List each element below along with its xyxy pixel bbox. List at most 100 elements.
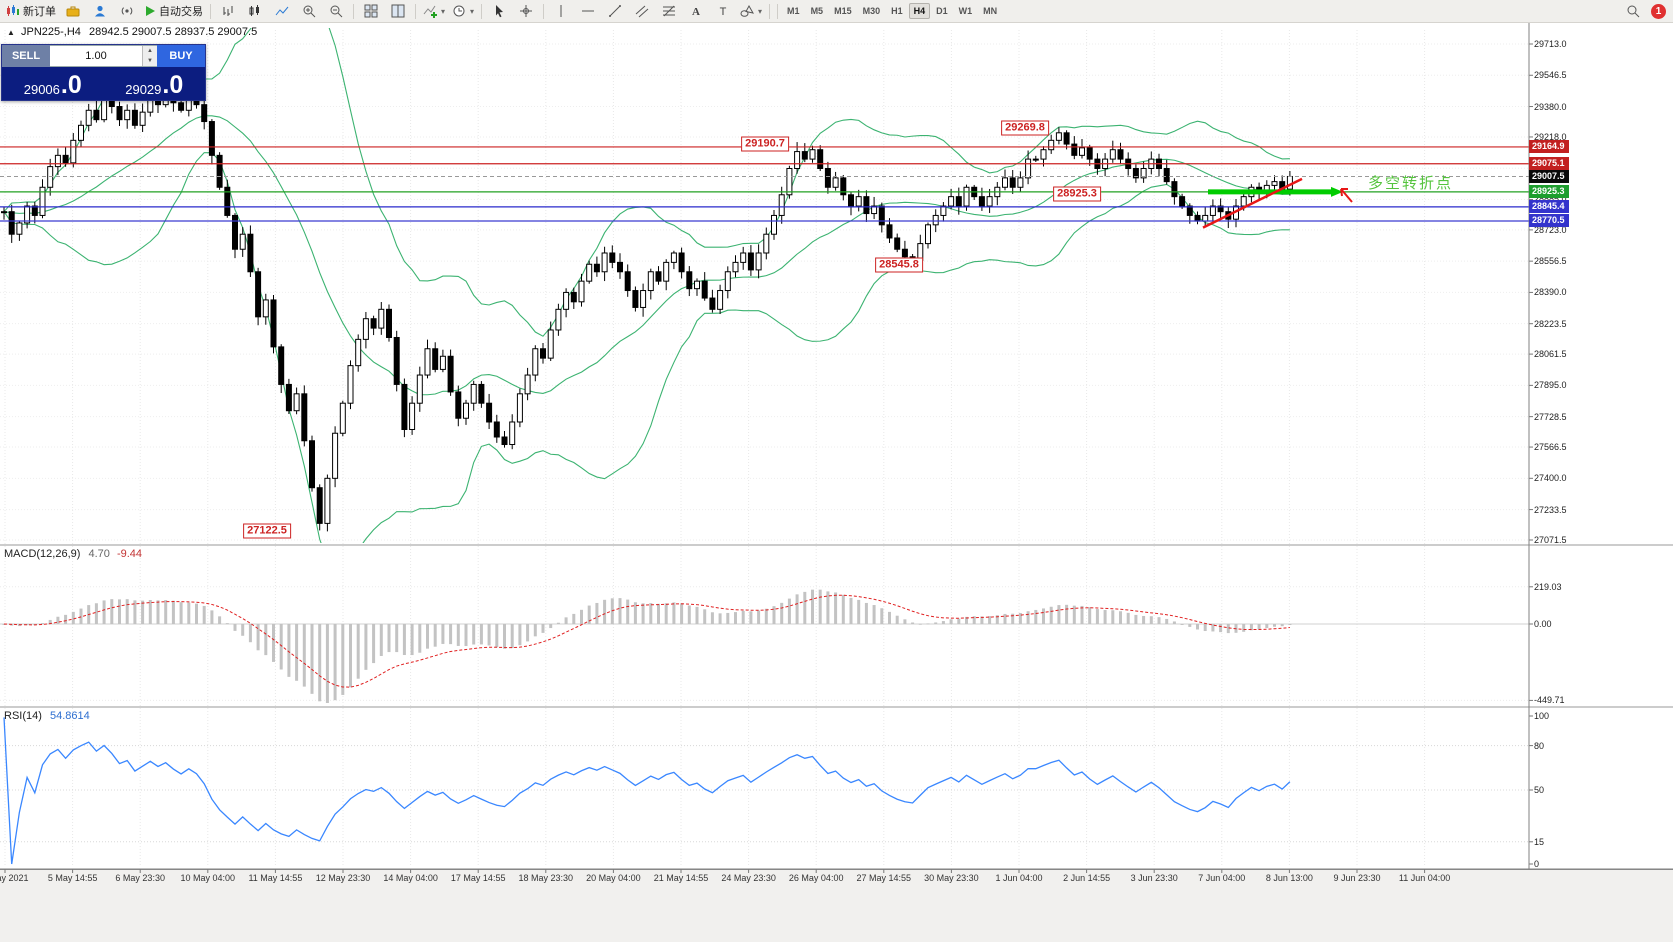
toolbox-icon	[66, 4, 80, 18]
chart-annotation-text[interactable]: 多空转折点	[1368, 175, 1454, 192]
rsi-axis-label: 50	[1534, 785, 1545, 795]
volume-value[interactable]: 1.00	[85, 50, 107, 62]
volume-down-icon[interactable]: ▼	[143, 56, 157, 66]
zoom-in-button[interactable]	[296, 1, 322, 21]
time-axis-label: 21 May 14:55	[653, 873, 709, 883]
zoom-in-icon	[302, 4, 316, 18]
price-tag: 29007.5	[1529, 169, 1569, 183]
price-callout-label[interactable]: 28925.3	[1053, 186, 1101, 202]
chevron-down-icon: ▾	[758, 6, 763, 16]
price-callout-label[interactable]: 27122.5	[243, 523, 291, 539]
bars-mode-icon	[221, 4, 235, 18]
text-button[interactable]: A	[683, 1, 709, 21]
buy-button[interactable]: BUY	[157, 45, 205, 67]
rsi-axis-label: 15	[1534, 836, 1545, 847]
sell-price-big: .0	[60, 71, 82, 99]
shapes-button[interactable]: ▾	[737, 1, 765, 21]
price-callout-label[interactable]: 28545.8	[875, 257, 923, 273]
horizontal-line-button[interactable]	[575, 1, 601, 21]
price-callout-label[interactable]: 29269.8	[1001, 120, 1049, 136]
time-axis-label: 27 May 14:55	[856, 873, 912, 883]
crosshair-button[interactable]	[513, 1, 539, 21]
price-tag: 28845.4	[1529, 200, 1569, 214]
red-trendline[interactable]	[1202, 177, 1303, 229]
equidistant-channel-button[interactable]	[629, 1, 655, 21]
price-callout-label[interactable]: 29190.7	[741, 136, 789, 152]
volume-stepper[interactable]: ▲ ▼	[142, 46, 157, 66]
timeframe-m5-button[interactable]: M5	[810, 6, 824, 16]
timeframe-m15-button[interactable]: M15	[834, 6, 852, 16]
trendline-button[interactable]	[602, 1, 628, 21]
volume-up-icon[interactable]: ▲	[143, 46, 157, 56]
vertical-line-button[interactable]	[548, 1, 574, 21]
toolbar: 新订单 自动交易 ▾ ▾ A T ▾ M1 M5 M15 M30 H1 H4 D1 W1 MN 1	[0, 0, 1673, 23]
price-axis-label: 29380.0	[1534, 101, 1567, 112]
vertical-line-icon	[554, 4, 568, 18]
market-signal-button[interactable]	[114, 1, 140, 21]
indicators-icon	[423, 4, 437, 18]
sell-price[interactable]: 29006 .0	[2, 67, 104, 100]
toolbox-button[interactable]	[60, 1, 86, 21]
timeframe-h1-button[interactable]: H1	[891, 6, 903, 16]
symbol-icon: ▲	[7, 28, 15, 37]
time-axis-label: 10 May 04:00	[180, 873, 236, 883]
toolbar-separator	[769, 3, 771, 19]
notification-badge[interactable]: 1	[1651, 3, 1666, 19]
price-axis-label: 27071.5	[1534, 535, 1567, 545]
horizontal-line-icon	[581, 4, 595, 18]
buy-price-main: 29029	[125, 82, 162, 97]
cursor-button[interactable]	[486, 1, 512, 21]
price-axis-label: 28390.0	[1534, 287, 1567, 298]
rsi-value: 54.8614	[49, 710, 90, 722]
text-label-button[interactable]: T	[710, 1, 736, 21]
candles-mode-button[interactable]	[242, 1, 268, 21]
time-axis-label: 14 May 04:00	[383, 873, 438, 883]
line-mode-button[interactable]	[269, 1, 295, 21]
market-signal-icon	[120, 4, 134, 18]
macd-signal-value: -9.44	[116, 548, 143, 560]
auto-trading-label: 自动交易	[159, 6, 203, 18]
macd-axis-label: 219.03	[1534, 581, 1562, 592]
time-axis-label: 1 Jun 04:00	[995, 873, 1043, 883]
toolbar-separator	[210, 3, 211, 19]
timeframe-d1-button[interactable]: D1	[936, 6, 948, 16]
indicators-button[interactable]: ▾	[420, 1, 448, 21]
fibonacci-button[interactable]	[656, 1, 682, 21]
timeframe-mn-button[interactable]: MN	[983, 6, 998, 16]
timeframe-m1-button[interactable]: M1	[787, 6, 800, 16]
time-axis-label: 7 Jun 04:00	[1198, 873, 1246, 883]
macd-axis-label: -449.71	[1534, 695, 1565, 706]
time-axis-label: 12 May 23:30	[315, 873, 371, 883]
zoom-out-button[interactable]	[323, 1, 349, 21]
price-axis-label: 29546.5	[1534, 70, 1567, 81]
bars-mode-button[interactable]	[215, 1, 241, 21]
new-order-label: 新订单	[23, 6, 56, 18]
profile-button[interactable]	[87, 1, 113, 21]
period-menu-button[interactable]: ▾	[449, 1, 477, 21]
chart-symbol-period: JPN225-,H4	[20, 26, 81, 38]
time-axis-label: 11 May 14:55	[248, 873, 303, 883]
new-order-button[interactable]: 新订单	[3, 1, 59, 21]
time-axis-label: 6 May 23:30	[115, 873, 165, 883]
search-icon	[1626, 4, 1640, 18]
chevron-down-icon: ▾	[441, 6, 446, 16]
fibonacci-icon	[662, 4, 676, 18]
tile-windows-button[interactable]	[358, 1, 384, 21]
timeframe-h4-button[interactable]: H4	[908, 3, 931, 19]
auto-trading-button[interactable]: 自动交易	[141, 1, 206, 21]
sell-button[interactable]: SELL	[2, 45, 50, 67]
search-button[interactable]	[1620, 1, 1646, 21]
timeframe-w1-button[interactable]: W1	[958, 6, 973, 16]
toolbar-separator	[415, 3, 416, 19]
profile-icon	[93, 4, 107, 18]
time-axis-label: 2 Jun 14:55	[1063, 873, 1111, 883]
volume-field[interactable]: 1.00 ▲ ▼	[50, 45, 157, 67]
period-menu-icon	[452, 4, 466, 18]
timeframe-m30-button[interactable]: M30	[862, 6, 881, 16]
arrange-windows-button[interactable]	[385, 1, 411, 21]
buy-price[interactable]: 29029 .0	[104, 67, 206, 100]
arrange-windows-icon	[391, 4, 405, 18]
auto-trading-icon	[144, 5, 156, 17]
price-axis-label: 29218.0	[1534, 131, 1567, 142]
